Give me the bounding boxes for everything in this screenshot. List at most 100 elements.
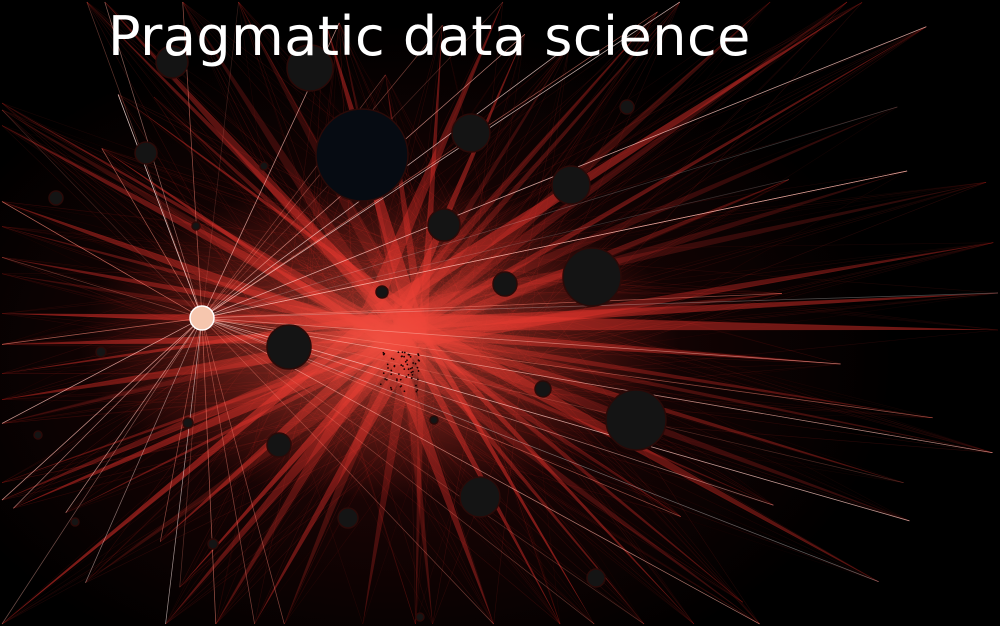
network-node — [337, 507, 359, 529]
hub-edge — [1, 317, 203, 424]
cluster-dot — [416, 366, 419, 369]
cluster-dot — [386, 363, 389, 366]
network-node — [33, 430, 43, 440]
hub-edge — [201, 170, 908, 319]
hub-edge — [65, 317, 203, 513]
network-node — [207, 538, 219, 550]
hub-edge — [1, 109, 203, 319]
hub-edge — [201, 11, 658, 319]
hub-edge — [201, 1, 680, 319]
cluster-dot — [403, 355, 406, 358]
hub-edge — [201, 317, 285, 625]
cluster-dot — [399, 378, 402, 381]
network-node — [562, 247, 622, 307]
hub-edge — [201, 317, 904, 484]
hub-edge — [201, 317, 760, 625]
cluster-dot — [396, 379, 398, 382]
hub-edge — [117, 94, 203, 319]
hub-edge — [201, 317, 494, 625]
hub-edge — [201, 1, 680, 319]
hub-edge — [1, 201, 203, 319]
cluster-dot — [417, 353, 419, 355]
cluster-dot — [418, 359, 421, 362]
cluster-dot — [417, 370, 420, 372]
cluster-dot — [402, 365, 404, 367]
network-node — [286, 44, 334, 92]
network-node — [182, 417, 194, 429]
cluster-dot — [399, 385, 402, 388]
network-node — [266, 324, 312, 370]
cluster-dot — [405, 376, 408, 378]
hub-edge — [201, 317, 910, 522]
page-title: Pragmatic data science — [108, 5, 751, 68]
network-node — [191, 221, 201, 231]
network-node — [266, 432, 292, 458]
hub-edge — [159, 317, 203, 542]
hub-edge — [201, 1, 239, 319]
center-glow — [80, 180, 680, 500]
hub-edge — [1, 317, 203, 501]
cluster-dot — [409, 367, 412, 370]
network-node — [375, 285, 389, 299]
node-layer — [33, 44, 667, 622]
hub-edge — [201, 317, 760, 625]
hub-edge — [201, 317, 841, 365]
network-node — [134, 141, 158, 165]
cluster-dot — [379, 383, 382, 386]
network-node — [534, 380, 552, 398]
hub-edge — [201, 317, 993, 454]
cluster-dot — [407, 373, 410, 376]
network-node — [605, 389, 667, 451]
hub-edge — [1, 317, 203, 501]
hub-edge — [117, 94, 203, 319]
cluster-dot — [397, 351, 400, 354]
hub-edge — [1, 317, 203, 625]
cluster-dot — [398, 373, 400, 375]
hub-edge — [201, 179, 789, 319]
network-node — [451, 113, 491, 153]
hub-edge — [201, 317, 910, 522]
cluster-dot — [382, 372, 385, 375]
network-node — [259, 161, 269, 171]
network-node — [48, 190, 64, 206]
hub-edge — [1, 317, 203, 345]
hub-edge — [201, 11, 658, 319]
cluster-dot — [410, 377, 413, 379]
hub-node — [189, 305, 215, 331]
cluster-dot — [389, 386, 392, 389]
hub-edge — [101, 148, 203, 319]
hub-edge — [85, 317, 203, 583]
cluster-dot — [406, 363, 409, 366]
hub-edge — [201, 317, 760, 625]
hub-edge — [201, 317, 933, 419]
hub-edge — [179, 317, 203, 588]
hub-edge — [201, 293, 782, 319]
network-node — [459, 476, 501, 518]
network-node — [415, 612, 425, 622]
cluster-dot — [393, 365, 396, 368]
hub-edge — [201, 317, 879, 583]
hub-edge — [85, 317, 203, 583]
hub-edge — [201, 293, 782, 319]
network-node — [427, 208, 461, 242]
hub-edge — [101, 148, 203, 319]
cluster-dot — [387, 367, 389, 369]
cluster-dot — [401, 351, 404, 354]
cluster-dot — [404, 360, 407, 363]
cluster-dot — [415, 390, 418, 393]
network-node — [551, 165, 591, 205]
hub-edge — [1, 257, 203, 319]
hub-edge — [201, 317, 841, 365]
hub-edge — [117, 94, 203, 319]
cluster-dot — [385, 378, 388, 381]
hub-edge — [13, 317, 203, 509]
cluster-dot — [384, 378, 387, 380]
hub-edge — [201, 170, 908, 319]
cluster-dot — [415, 384, 417, 387]
cluster-dot — [412, 362, 415, 364]
cluster-dot — [400, 364, 403, 366]
cluster-dot — [403, 351, 406, 354]
cluster-dot — [392, 358, 395, 361]
